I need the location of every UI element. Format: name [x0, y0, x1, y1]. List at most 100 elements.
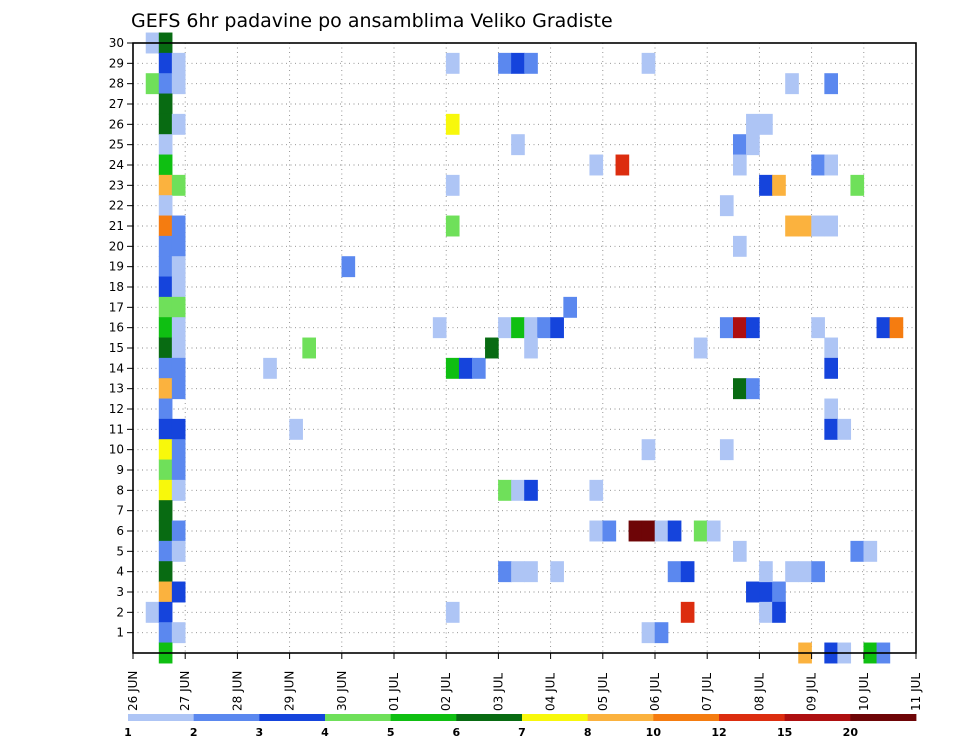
y-tick-label: 10 [109, 443, 124, 457]
heatmap-cell [171, 622, 186, 644]
heatmap-cell [171, 276, 186, 298]
y-tick-label: 28 [109, 77, 124, 91]
heatmap-cell [171, 52, 186, 74]
heatmap-cell [158, 337, 173, 359]
heatmap-cell [772, 581, 786, 603]
heatmap-cell [824, 154, 838, 176]
heatmap-cell [511, 317, 525, 339]
heatmap-cell [537, 317, 551, 339]
heatmap-cell [719, 195, 734, 217]
heatmap-cell [145, 601, 160, 623]
colorbar-label: 10 [646, 726, 662, 739]
heatmap-cell [158, 398, 173, 420]
colorbar-label: 2 [190, 726, 198, 739]
y-tick-label: 29 [109, 56, 124, 70]
heatmap-cell [589, 479, 604, 501]
heatmap-cell [772, 174, 786, 196]
heatmap-cell [798, 561, 812, 583]
heatmap-cell [171, 256, 186, 278]
heatmap-cell [498, 52, 512, 74]
y-tick-label: 4 [116, 565, 124, 579]
heatmap-cell [445, 601, 460, 623]
heatmap-cell [341, 256, 356, 278]
heatmap-cell [158, 52, 173, 74]
y-tick-label: 3 [116, 585, 124, 599]
y-tick-label: 18 [109, 280, 124, 294]
heatmap-cell [772, 601, 786, 623]
heatmap-cell [158, 439, 173, 461]
colorbar-label: 4 [321, 726, 329, 739]
colorbar-swatch [653, 714, 720, 721]
heatmap-cell [158, 195, 173, 217]
y-tick-label: 5 [116, 544, 124, 558]
heatmap-cell [628, 520, 643, 542]
heatmap-cell [158, 256, 173, 278]
heatmap-cell [824, 73, 838, 95]
heatmap-cell [524, 337, 538, 359]
heatmap-cell [693, 337, 708, 359]
heatmap-cell [511, 134, 525, 156]
heatmap-cell [563, 296, 577, 318]
heatmap-cell [746, 113, 760, 135]
heatmap-cell [445, 52, 460, 74]
heatmap-cell [158, 215, 173, 237]
x-tick-label: 10 JUL [857, 673, 871, 711]
heatmap-cell [824, 398, 838, 420]
heatmap-cell [445, 113, 460, 135]
heatmap-cell [706, 520, 721, 542]
heatmap-cell [641, 439, 656, 461]
heatmap-cell [263, 357, 277, 379]
heatmap-cell [158, 520, 173, 542]
heatmap-cell [615, 154, 630, 176]
colorbar-swatch [390, 714, 457, 721]
colorbar-swatch [587, 714, 654, 721]
heatmap-cell [863, 540, 878, 562]
heatmap-cell [158, 561, 173, 583]
heatmap-cell [158, 357, 173, 379]
heatmap-cell [171, 317, 186, 339]
heatmap-cell [746, 317, 760, 339]
y-tick-label: 12 [109, 402, 124, 416]
heatmap-cell [759, 581, 773, 603]
colorbar-label: 12 [711, 726, 726, 739]
heatmap-cell [719, 317, 734, 339]
heatmap-cell [171, 174, 186, 196]
heatmap-cell [171, 337, 186, 359]
colorbar-label: 3 [256, 726, 264, 739]
y-tick-label: 22 [109, 199, 124, 213]
colorbar-swatch [456, 714, 523, 721]
y-tick-label: 17 [109, 300, 124, 314]
heatmap-cell [511, 561, 525, 583]
heatmap-cell [889, 317, 904, 339]
heatmap-cell [759, 561, 773, 583]
heatmap-cell [498, 317, 512, 339]
heatmap-cell [498, 561, 512, 583]
y-tick-label: 9 [116, 463, 124, 477]
heatmap-cell [445, 357, 460, 379]
heatmap-cell [158, 134, 173, 156]
x-tick-label: 26 JUN [126, 671, 140, 711]
colorbar-label: 8 [584, 726, 592, 739]
colorbar-label: 6 [453, 726, 461, 739]
heatmap-cell [824, 215, 838, 237]
heatmap-cell [759, 601, 773, 623]
x-tick-label: 04 JUL [544, 673, 558, 711]
heatmap-cell [171, 479, 186, 501]
heatmap-cell [158, 317, 173, 339]
colorbar-label: 15 [777, 726, 792, 739]
heatmap-cell [798, 215, 812, 237]
y-tick-label: 1 [116, 626, 124, 640]
y-tick-label: 24 [109, 158, 124, 172]
colorbar-label: 7 [518, 726, 526, 739]
heatmap-cell [524, 317, 538, 339]
y-tick-label: 25 [109, 138, 124, 152]
heatmap-cell [171, 540, 186, 562]
heatmap-cell [171, 439, 186, 461]
heatmap-cell [550, 317, 564, 339]
heatmap-cell [759, 174, 773, 196]
heatmap-cell [158, 113, 173, 135]
heatmap-cell [171, 113, 186, 135]
heatmap-cell [876, 317, 891, 339]
x-tick-label: 29 JUN [283, 671, 297, 711]
